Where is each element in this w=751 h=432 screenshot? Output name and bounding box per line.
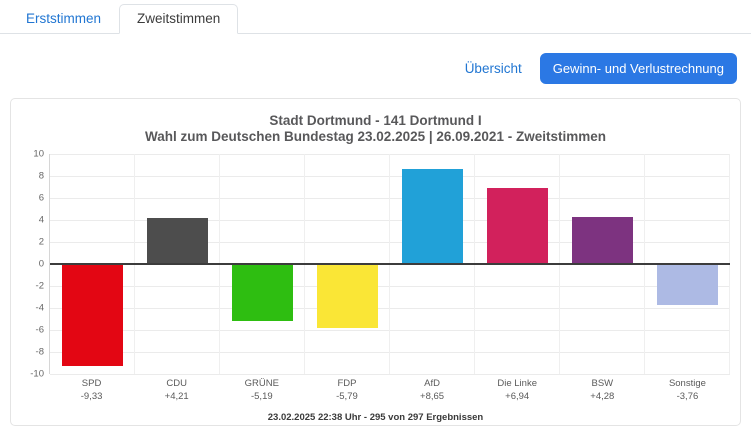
- tab-erststimmen[interactable]: Erststimmen: [26, 11, 102, 26]
- category-value: +8,65: [420, 390, 445, 402]
- gain-loss-button[interactable]: Gewinn- und Verlustrechnung: [539, 52, 737, 84]
- gridline: [50, 197, 730, 199]
- category-label: CDU +4,21: [134, 378, 219, 404]
- category-value: -5,19: [250, 390, 273, 402]
- chart-card: Stadt Dortmund - 141 Dortmund I Wahl zum…: [10, 98, 741, 426]
- category-name: Sonstige: [668, 377, 706, 389]
- y-tick-label: 8: [38, 170, 44, 182]
- y-tick-label: 4: [38, 214, 44, 226]
- y-tick-label: 2: [38, 236, 44, 248]
- bar-Die Linke[interactable]: [486, 187, 549, 264]
- tab-zweitstimmen[interactable]: Zweitstimmen: [119, 4, 239, 34]
- gridline: [50, 175, 730, 177]
- chart-body: 10 8 6 4 2 0 -2 -4 -6 -8 -10: [21, 148, 730, 379]
- bar-FDP[interactable]: [316, 263, 379, 328]
- gridline: [50, 285, 730, 287]
- chart-subtitle: Wahl zum Deutschen Bundestag 23.02.2025 …: [145, 128, 606, 144]
- category-label: BSW +4,28: [560, 378, 645, 404]
- category-name: GRÜNE: [244, 377, 279, 389]
- category-value: +6,94: [505, 390, 530, 402]
- category-value: -9,33: [80, 390, 103, 402]
- category-name: Die Linke: [497, 377, 537, 389]
- category-value: +4,21: [164, 390, 189, 402]
- toolbar: Übersicht Gewinn- und Verlustrechnung: [0, 52, 737, 84]
- gridline: [50, 329, 730, 331]
- plot-area: [49, 153, 730, 375]
- tab-bar: Erststimmen Zweitstimmen: [0, 0, 751, 34]
- bar-GRÜNE[interactable]: [231, 263, 294, 321]
- y-tick-label: 6: [38, 192, 44, 204]
- category-value: +4,28: [590, 390, 615, 402]
- overview-link[interactable]: Übersicht: [464, 60, 522, 76]
- y-tick-label: 0: [38, 258, 44, 270]
- category-label: Die Linke +6,94: [475, 378, 560, 404]
- category-name: BSW: [591, 377, 614, 389]
- y-tick-label: -10: [30, 368, 44, 380]
- bar-Sonstige[interactable]: [656, 263, 719, 306]
- category-value: -3,76: [676, 390, 699, 402]
- x-axis-labels: SPD -9,33 CDU +4,21 GRÜNE -5,19 FDP -5,79 AfD +8,…: [49, 378, 730, 404]
- category-name: CDU: [166, 377, 187, 389]
- gridline: [50, 351, 730, 353]
- chart-footer: 23.02.2025 22:38 Uhr - 295 von 297 Ergeb…: [267, 412, 484, 424]
- zero-line: [50, 262, 730, 265]
- bar-AfD[interactable]: [401, 168, 464, 264]
- category-label: FDP -5,79: [304, 378, 389, 404]
- category-label: AfD +8,65: [390, 378, 475, 404]
- category-name: FDP: [337, 377, 357, 389]
- y-tick-label: -2: [35, 280, 44, 292]
- gridline: [50, 373, 730, 375]
- bar-SPD[interactable]: [61, 263, 124, 367]
- y-tick-label: 10: [33, 148, 44, 160]
- y-axis: 10 8 6 4 2 0 -2 -4 -6 -8 -10: [21, 148, 49, 379]
- category-value: -5,79: [336, 390, 358, 402]
- category-name: AfD: [424, 377, 440, 389]
- y-tick-label: -4: [35, 302, 44, 314]
- y-tick-label: -6: [35, 324, 44, 336]
- category-label: SPD -9,33: [49, 378, 134, 404]
- category-label: Sonstige -3,76: [645, 378, 730, 404]
- category-label: GRÜNE -5,19: [219, 378, 304, 404]
- y-tick-label: -8: [35, 346, 44, 358]
- bar-BSW[interactable]: [571, 216, 634, 264]
- chart-title: Stadt Dortmund - 141 Dortmund I: [269, 113, 482, 128]
- gridline: [50, 307, 730, 309]
- gridline: [50, 219, 730, 221]
- category-name: SPD: [81, 377, 102, 389]
- bar-CDU[interactable]: [146, 217, 209, 264]
- gridline: [50, 241, 730, 243]
- gridline: [50, 153, 730, 155]
